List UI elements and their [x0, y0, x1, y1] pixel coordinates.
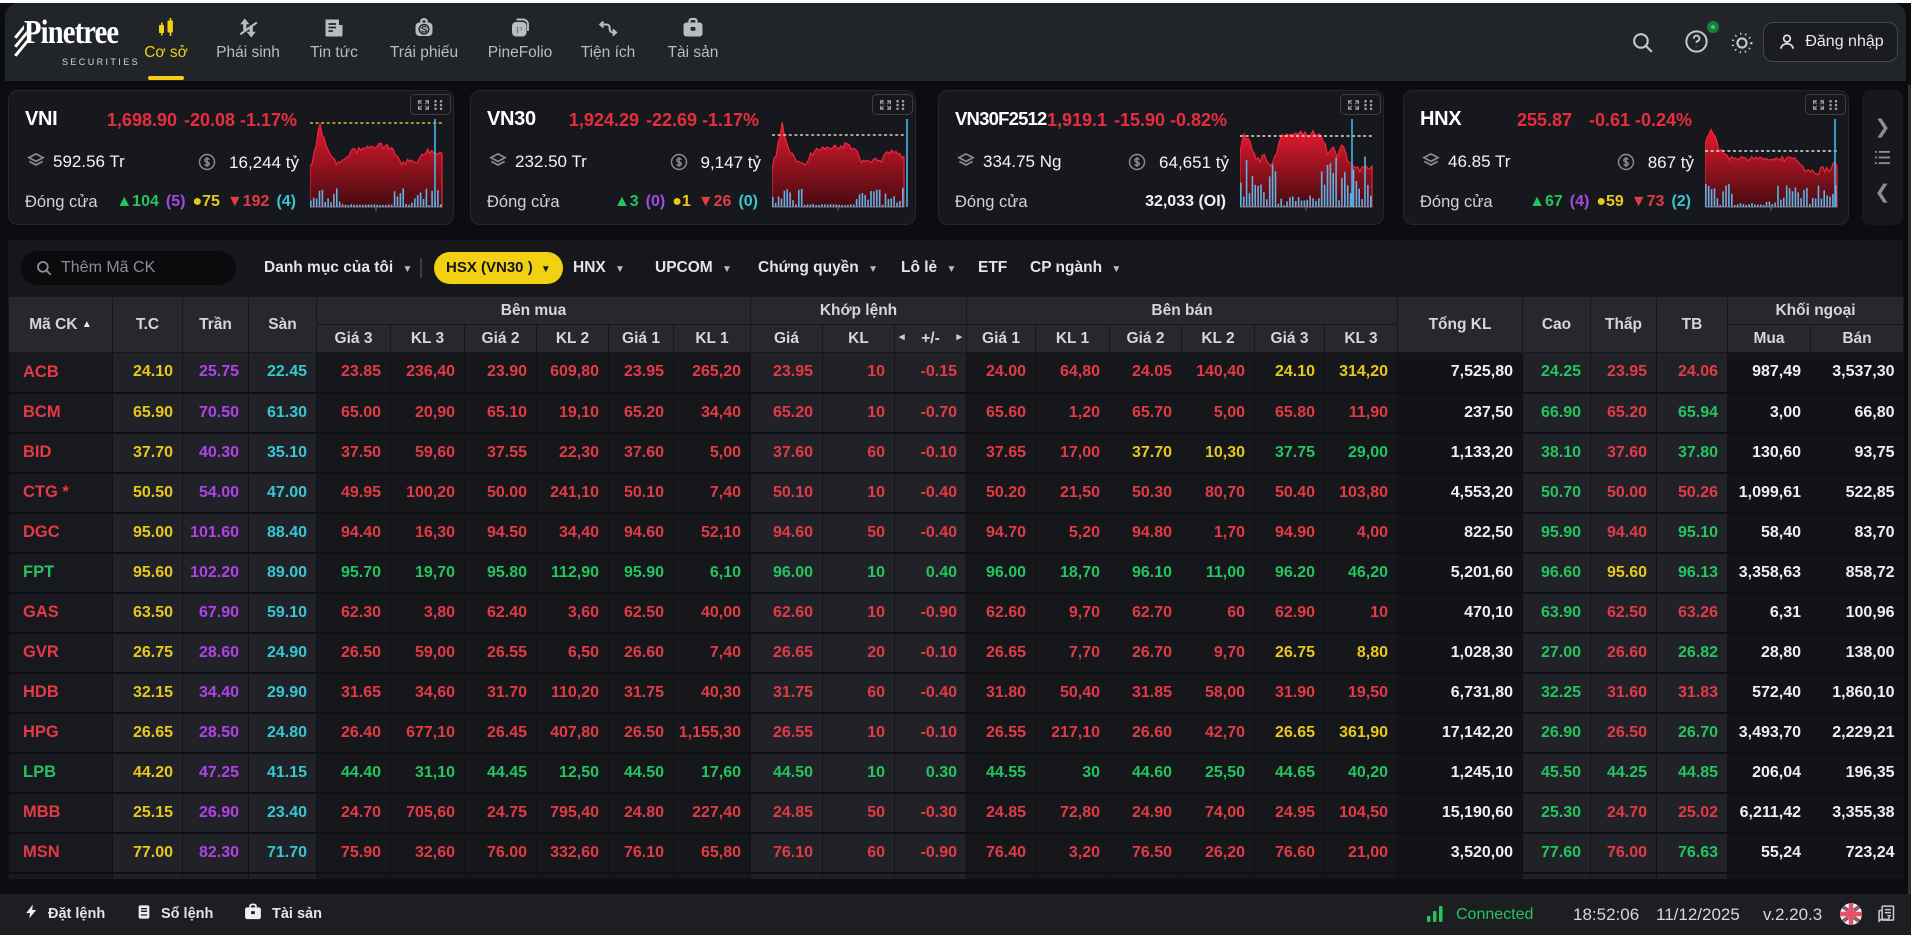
svg-text:P: P — [516, 25, 523, 37]
svg-text:S: S — [421, 25, 427, 36]
